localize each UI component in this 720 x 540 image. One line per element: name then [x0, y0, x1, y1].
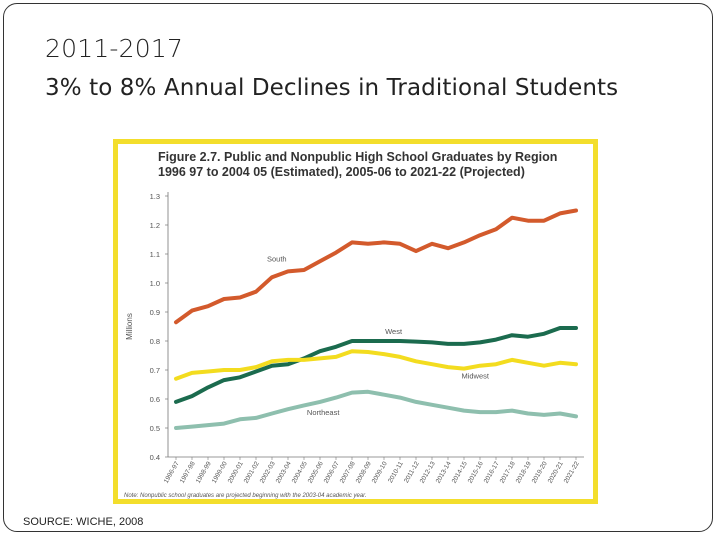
y-tick-label: 0.9 — [150, 308, 160, 317]
figure-note: Note: Nonpublic school graduates are pro… — [124, 493, 367, 499]
slide-title: 2011-2017 — [45, 34, 184, 63]
x-tick-label: 2021-22 — [563, 460, 581, 484]
y-tick-label: 1.3 — [150, 192, 160, 201]
y-tick-label: 0.5 — [150, 424, 160, 433]
series-line-west — [174, 326, 578, 404]
y-tick-label: 0.8 — [150, 337, 160, 346]
y-tick-label: 1.0 — [150, 279, 160, 288]
y-tick-label: 1.2 — [150, 221, 160, 230]
y-tick-label: 0.4 — [150, 453, 160, 462]
slide-frame — [3, 3, 713, 532]
y-tick-label: 1.1 — [150, 250, 160, 259]
series-line-northeast — [174, 389, 578, 430]
figure-title-line2: 1996 97 to 2004 05 (Estimated), 2005-06 … — [158, 165, 525, 179]
series-line-midwest — [174, 349, 578, 381]
figure-title: Figure 2.7. Public and Nonpublic High Sc… — [158, 150, 557, 180]
y-tick-label: 0.7 — [150, 366, 160, 375]
series-line-south — [174, 208, 578, 325]
figure-title-line1: Figure 2.7. Public and Nonpublic High Sc… — [158, 150, 558, 164]
line-chart: 0.40.50.60.70.80.91.01.11.21.3Millions19… — [125, 192, 584, 485]
series-label-west: West — [385, 327, 403, 336]
y-tick-label: 0.6 — [150, 395, 160, 404]
series-label-midwest: Midwest — [461, 372, 489, 381]
slide-subtitle: 3% to 8% Annual Declines in Traditional … — [45, 75, 619, 101]
source-citation: SOURCE: WICHE, 2008 — [23, 516, 144, 528]
figure-box: Figure 2.7. Public and Nonpublic High Sc… — [113, 139, 598, 504]
y-axis-title: Millions — [125, 313, 134, 340]
series-label-south: South — [267, 254, 287, 263]
series-label-northeast: Northeast — [307, 408, 340, 417]
